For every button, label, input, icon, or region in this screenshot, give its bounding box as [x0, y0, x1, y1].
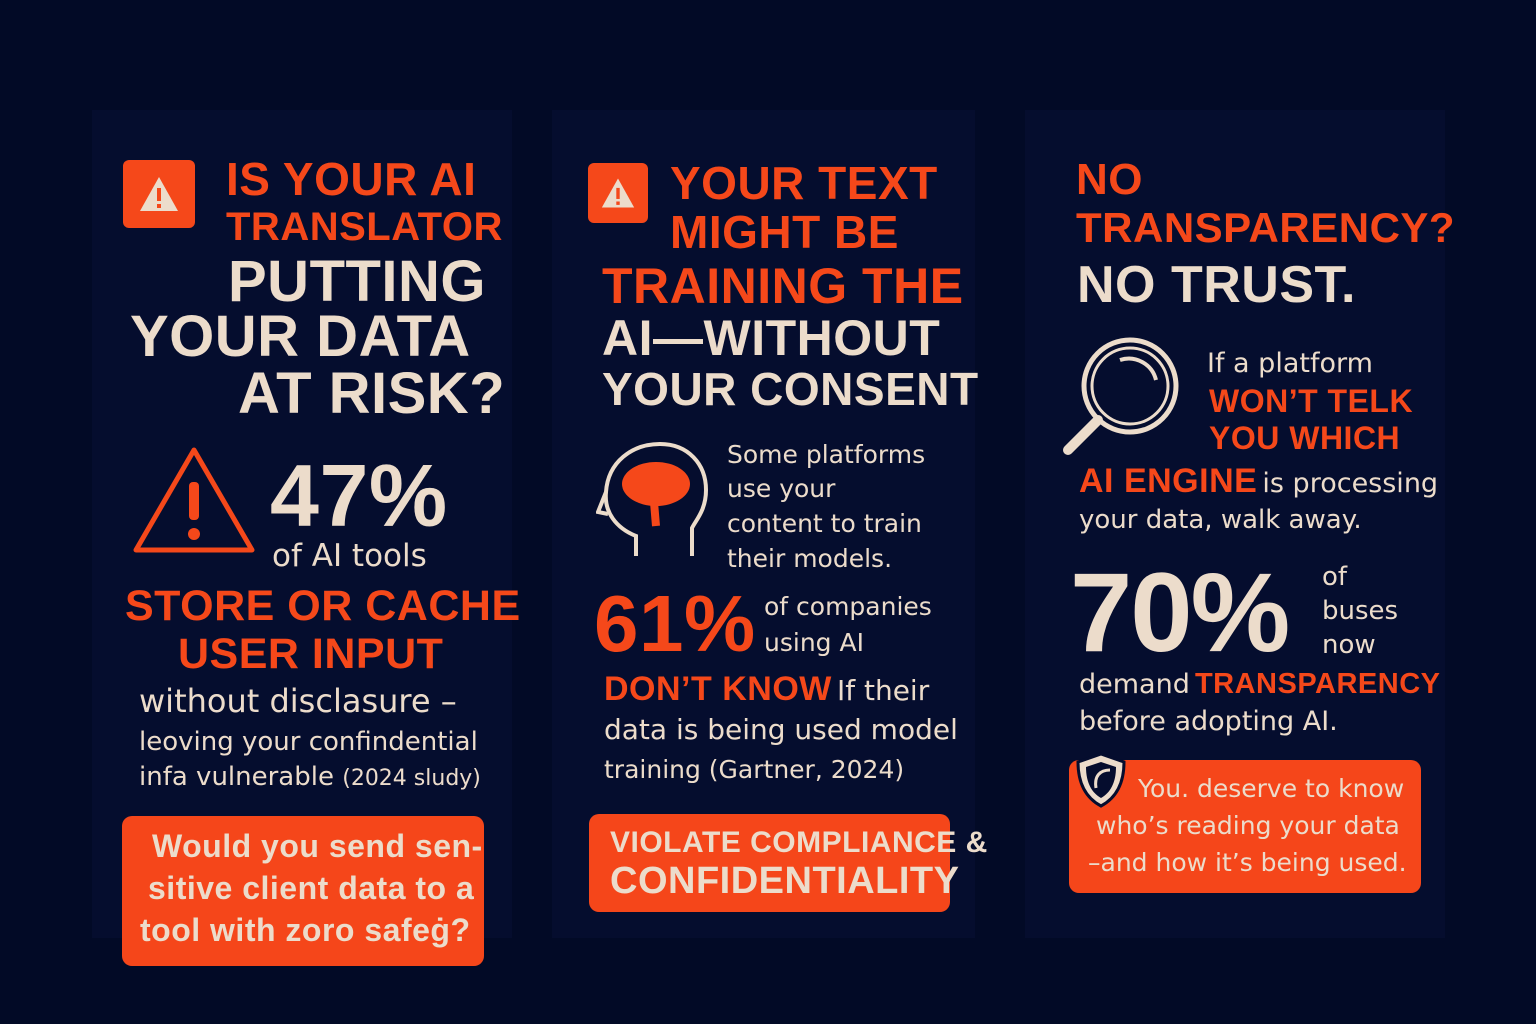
- warning-icon: [588, 163, 648, 223]
- highlight: USER INPUT: [178, 630, 444, 678]
- title-line: IS YOUR AI: [226, 153, 477, 205]
- body-text: training (Gartner, 2024): [604, 755, 905, 784]
- body-text: demand TRANSPARENCY: [1079, 668, 1441, 701]
- stat-label: using AI: [764, 628, 864, 657]
- highlight: YOU WHICH: [1209, 420, 1401, 456]
- callout-text: VIOLATE COMPLIANCE &: [610, 826, 988, 859]
- body-text: If a platform: [1207, 348, 1373, 379]
- stat-61: 61%: [594, 579, 756, 668]
- title-line: NO TRUST.: [1077, 256, 1356, 314]
- callout-text: –and how it’s being used.: [1088, 848, 1407, 877]
- highlight: AI ENGINE: [1079, 462, 1258, 500]
- body-text-line: is processing: [1262, 468, 1439, 499]
- callout-text: tool with zoro safeġ?: [140, 912, 471, 948]
- head-brain-icon: [595, 440, 711, 564]
- title-line: TRANSLATOR: [226, 205, 503, 249]
- callout-text: sitive client data to a: [148, 870, 475, 906]
- body-text: content to train: [727, 509, 922, 538]
- body-text: Some platforms: [727, 440, 926, 469]
- callout-text: You. deserve to know: [1138, 774, 1405, 803]
- stat-label: of companies: [764, 592, 932, 621]
- body-text: without disclasure –: [139, 682, 457, 720]
- highlight: TRANSPARENCY: [1194, 668, 1441, 700]
- body-text: data is being used model: [604, 713, 958, 746]
- stat-label: buses: [1322, 596, 1399, 626]
- stat-label: of AI tools: [272, 538, 427, 574]
- title-line: AT RISK?: [238, 361, 506, 426]
- panel-data-risk: [92, 110, 512, 938]
- callout-text: who’s reading your data: [1096, 811, 1400, 840]
- callout-text: Would you send sen-: [152, 828, 483, 864]
- body-text-line: If their: [836, 674, 930, 707]
- highlight: WON’T TELK: [1209, 383, 1414, 419]
- title-line: YOUR CONSENT: [602, 363, 979, 415]
- callout-box: [1069, 760, 1421, 893]
- stat-70: 70%: [1070, 550, 1290, 675]
- title-line: NO: [1076, 155, 1143, 204]
- title-line: PUTTING: [228, 249, 487, 314]
- callout-box: [589, 814, 950, 912]
- body-text: DON’T KNOW If their: [604, 670, 929, 709]
- body-text: use your: [727, 474, 836, 503]
- title-line: MIGHT BE: [670, 206, 899, 258]
- title-line: YOUR DATA: [130, 304, 471, 369]
- body-text: AI ENGINE is processing: [1079, 462, 1438, 501]
- body-text: before adopting AI.: [1079, 706, 1338, 737]
- magnifying-glass-icon: [1060, 334, 1184, 462]
- stat-label: now: [1322, 630, 1376, 660]
- body-text: their models.: [727, 544, 893, 573]
- body-text: infa vulnerable (2024 sludy): [139, 762, 481, 792]
- body-text: leoving your confindential: [139, 727, 478, 757]
- highlight: DON’T KNOW: [604, 670, 832, 708]
- title-line: AI—WITHOUT: [602, 310, 941, 366]
- source: (2024 sludy): [342, 766, 481, 791]
- shield-icon: [1074, 752, 1128, 812]
- title-line: TRANSPARENCY?: [1076, 204, 1456, 251]
- stat-label: of: [1322, 562, 1348, 592]
- panel-training-consent: [552, 110, 975, 938]
- title-line: YOUR TEXT: [670, 157, 938, 209]
- title-line: TRAINING THE: [602, 258, 964, 314]
- warning-triangle-icon: [130, 444, 258, 560]
- stat-47: 47%: [270, 446, 448, 545]
- highlight: STORE OR CACHE: [125, 582, 521, 630]
- warning-icon: [123, 160, 195, 228]
- callout-box: [122, 816, 484, 966]
- body-text-line: infa vulnerable: [139, 762, 334, 792]
- body-text-line: demand: [1079, 669, 1190, 700]
- body-text: your data, walk away.: [1079, 505, 1362, 535]
- callout-text: CONFIDENTIALITY: [610, 860, 960, 902]
